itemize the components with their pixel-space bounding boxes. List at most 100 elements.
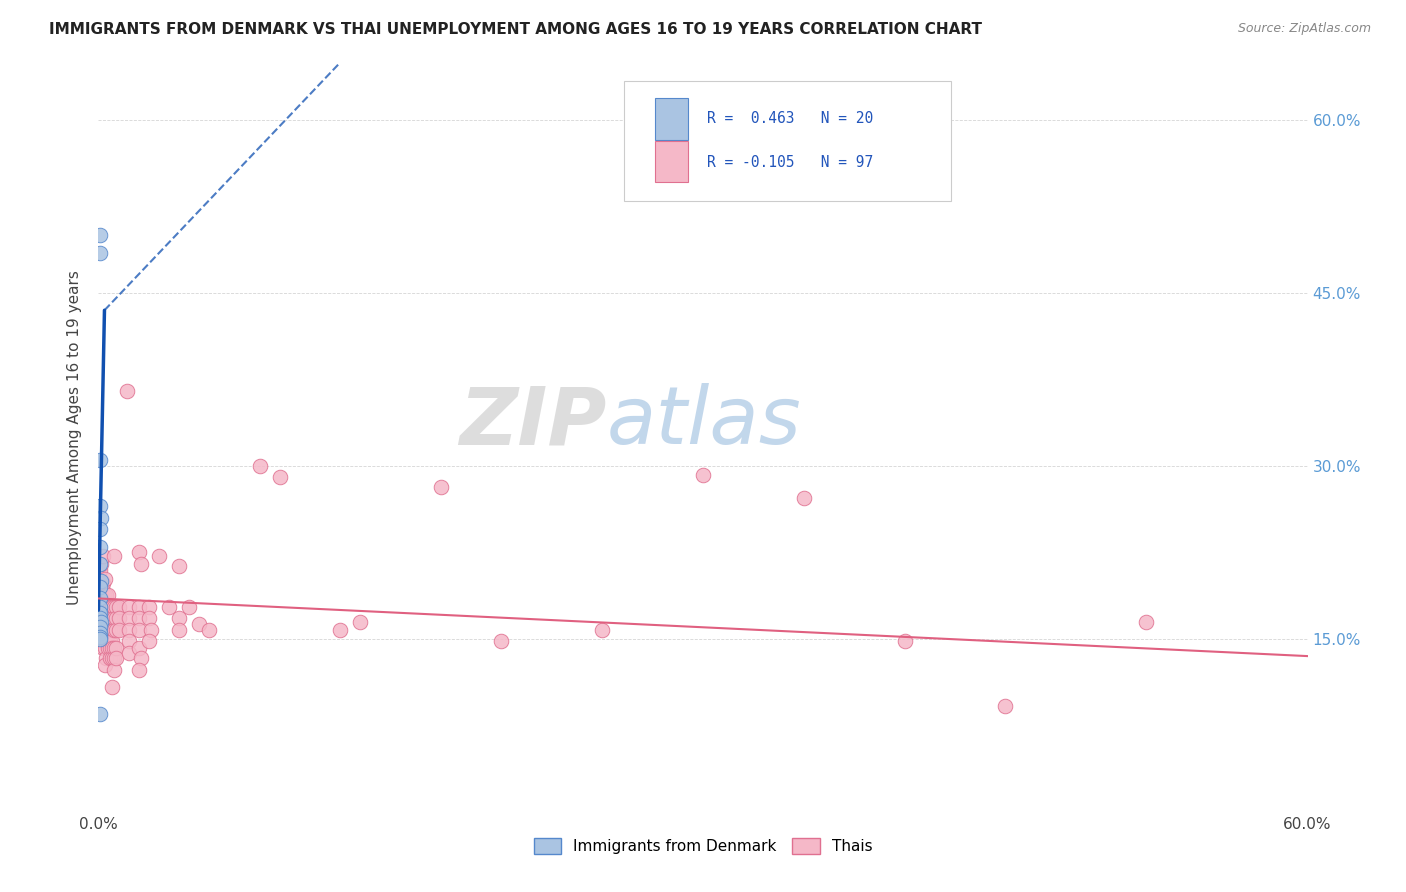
Point xyxy=(128,611,150,625)
Point xyxy=(269,470,291,484)
Point xyxy=(89,626,111,640)
Point xyxy=(97,623,120,637)
Point xyxy=(118,634,141,648)
Point xyxy=(198,623,221,637)
Point xyxy=(94,634,117,648)
Point xyxy=(129,557,152,571)
Point xyxy=(89,620,111,634)
Point xyxy=(104,640,127,655)
Point xyxy=(94,599,117,614)
Point xyxy=(103,549,125,563)
Point xyxy=(249,458,271,473)
Point xyxy=(101,680,124,694)
Point xyxy=(98,651,121,665)
Point xyxy=(179,599,201,614)
Point xyxy=(96,634,118,648)
Point xyxy=(94,588,117,602)
Point xyxy=(329,623,352,637)
Point xyxy=(89,607,111,621)
Point xyxy=(118,623,141,637)
Point xyxy=(100,634,122,648)
Point xyxy=(97,588,120,602)
Point xyxy=(89,583,111,598)
Point xyxy=(100,611,122,625)
Point xyxy=(91,595,114,609)
Point xyxy=(89,557,111,571)
Point xyxy=(89,228,111,243)
Point xyxy=(148,549,170,563)
Point xyxy=(90,632,112,646)
Point xyxy=(89,453,111,467)
Point xyxy=(93,611,115,625)
Point xyxy=(128,663,150,677)
Point xyxy=(89,599,111,614)
Point xyxy=(93,576,115,591)
Point xyxy=(90,620,112,634)
Text: atlas: atlas xyxy=(606,383,801,461)
FancyBboxPatch shape xyxy=(655,98,689,140)
Point xyxy=(98,640,121,655)
Point xyxy=(101,599,124,614)
Point xyxy=(591,623,613,637)
Point xyxy=(430,480,453,494)
Point xyxy=(188,616,211,631)
Point xyxy=(89,632,111,646)
Point xyxy=(107,623,129,637)
Point xyxy=(893,634,915,648)
Point xyxy=(167,559,190,574)
Point xyxy=(96,599,118,614)
Point xyxy=(89,522,111,536)
Point xyxy=(90,615,112,629)
Point xyxy=(103,599,125,614)
Point xyxy=(167,623,190,637)
Point xyxy=(89,500,111,514)
Point xyxy=(118,599,141,614)
Point xyxy=(103,651,125,665)
FancyBboxPatch shape xyxy=(624,81,950,201)
Point xyxy=(98,611,121,625)
Point xyxy=(118,646,141,660)
Point xyxy=(139,623,162,637)
Point xyxy=(93,634,115,648)
Point xyxy=(94,651,117,665)
Legend: Immigrants from Denmark, Thais: Immigrants from Denmark, Thais xyxy=(527,831,879,860)
Point xyxy=(101,640,124,655)
Point xyxy=(97,640,120,655)
Point xyxy=(89,608,111,623)
Point xyxy=(89,591,111,606)
Point xyxy=(692,468,714,483)
Point xyxy=(103,640,125,655)
Point xyxy=(128,640,150,655)
Point xyxy=(138,599,160,614)
Point xyxy=(105,651,128,665)
Point xyxy=(91,580,114,594)
Point xyxy=(91,626,114,640)
Text: R =  0.463   N = 20: R = 0.463 N = 20 xyxy=(707,112,873,126)
Point xyxy=(93,549,115,563)
Point xyxy=(107,611,129,625)
Point xyxy=(98,634,121,648)
Point xyxy=(94,640,117,655)
Point xyxy=(91,607,114,621)
Point xyxy=(89,620,111,634)
Point xyxy=(90,599,112,614)
Point xyxy=(157,599,180,614)
Y-axis label: Unemployment Among Ages 16 to 19 years: Unemployment Among Ages 16 to 19 years xyxy=(67,269,83,605)
Point xyxy=(94,623,117,637)
Point xyxy=(89,591,111,606)
Point xyxy=(138,611,160,625)
Point xyxy=(89,630,111,644)
Text: IMMIGRANTS FROM DENMARK VS THAI UNEMPLOYMENT AMONG AGES 16 TO 19 YEARS CORRELATI: IMMIGRANTS FROM DENMARK VS THAI UNEMPLOY… xyxy=(49,22,983,37)
Point xyxy=(93,640,115,655)
Text: R = -0.105   N = 97: R = -0.105 N = 97 xyxy=(707,154,873,169)
Point xyxy=(128,599,150,614)
Point xyxy=(107,599,129,614)
Point xyxy=(349,615,371,629)
FancyBboxPatch shape xyxy=(655,141,689,182)
Point xyxy=(93,588,115,602)
Point xyxy=(994,698,1017,713)
Point xyxy=(167,611,190,625)
Point xyxy=(93,623,115,637)
Point xyxy=(89,613,111,627)
Point xyxy=(94,572,117,586)
